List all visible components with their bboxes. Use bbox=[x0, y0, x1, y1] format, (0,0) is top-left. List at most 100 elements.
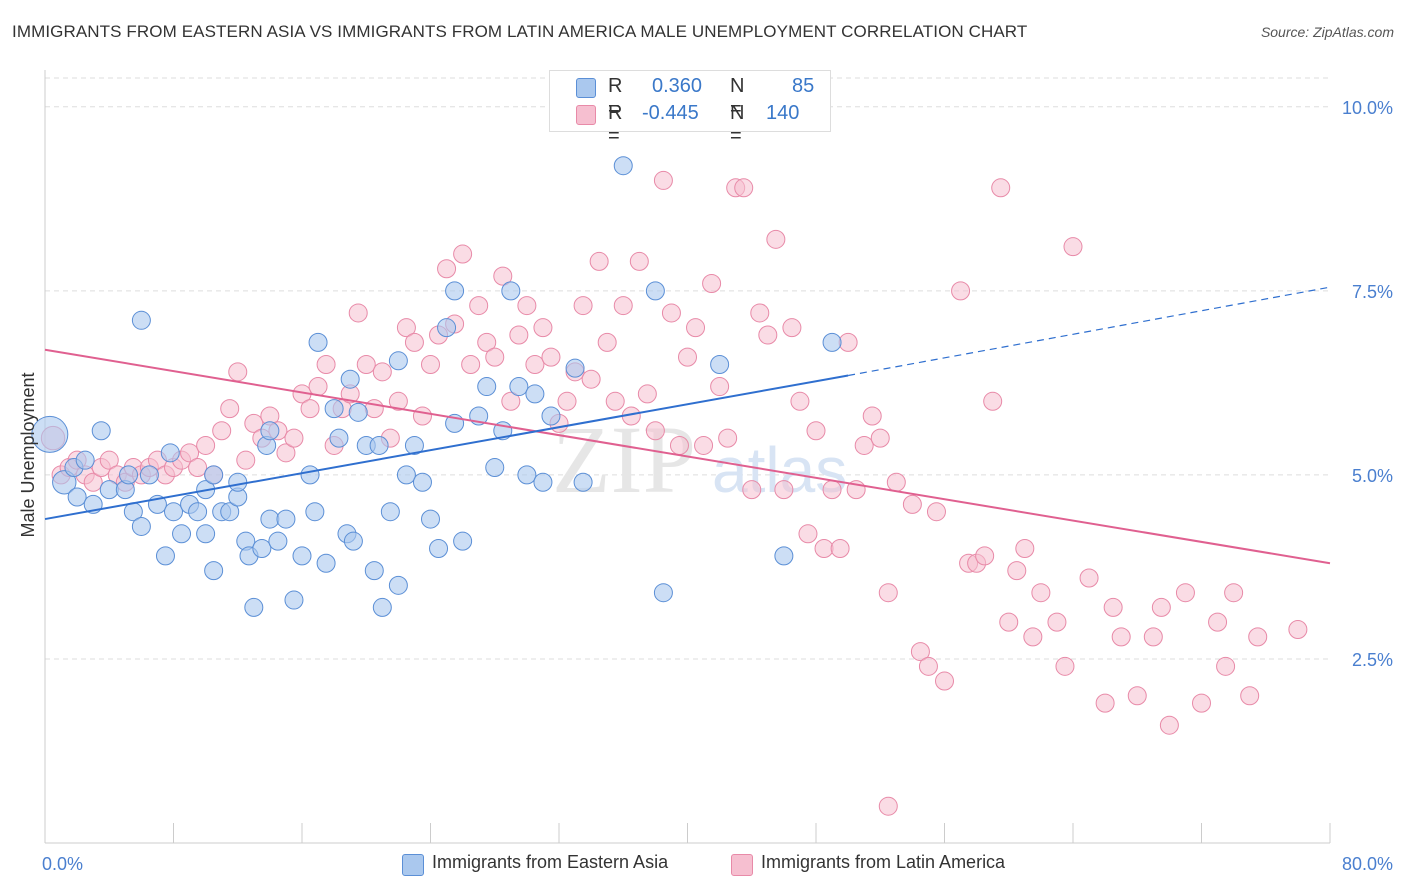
data-point-latin-america bbox=[501, 391, 521, 411]
bottom-legend-swatch-blue bbox=[402, 854, 424, 876]
data-point-latin-america bbox=[1079, 568, 1099, 588]
data-point-latin-america bbox=[694, 435, 714, 455]
data-point-latin-america bbox=[926, 502, 946, 522]
data-point-eastern-asia bbox=[372, 597, 392, 617]
legend-r-label: R = bbox=[608, 102, 623, 147]
data-point-eastern-asia bbox=[244, 597, 264, 617]
data-point-latin-america bbox=[1127, 686, 1147, 706]
data-point-eastern-asia bbox=[204, 561, 224, 581]
y-tick-label: 10.0% bbox=[1342, 98, 1393, 118]
data-point-latin-america bbox=[1103, 597, 1123, 617]
data-point-eastern-asia bbox=[340, 369, 360, 389]
data-point-eastern-asia bbox=[119, 465, 139, 485]
data-point-eastern-asia bbox=[388, 351, 408, 371]
data-point-eastern-asia bbox=[220, 502, 240, 522]
data-point-latin-america bbox=[461, 354, 481, 374]
data-point-eastern-asia bbox=[139, 465, 159, 485]
data-point-latin-america bbox=[493, 266, 513, 286]
data-point-latin-america bbox=[1159, 715, 1179, 735]
data-point-latin-america bbox=[999, 612, 1019, 632]
data-point-eastern-asia bbox=[525, 384, 545, 404]
data-point-eastern-asia bbox=[437, 318, 457, 338]
legend-n-value: 85 bbox=[792, 75, 815, 97]
data-point-eastern-asia bbox=[348, 402, 368, 422]
data-point-latin-america bbox=[975, 546, 995, 566]
data-point-latin-america bbox=[782, 318, 802, 338]
data-point-eastern-asia bbox=[412, 472, 432, 492]
data-point-latin-america bbox=[1023, 627, 1043, 647]
data-point-latin-america bbox=[653, 170, 673, 190]
data-point-latin-america bbox=[1063, 237, 1083, 257]
data-point-latin-america bbox=[404, 332, 424, 352]
data-point-latin-america bbox=[1175, 583, 1195, 603]
data-point-latin-america bbox=[581, 369, 601, 389]
data-point-eastern-asia bbox=[204, 465, 224, 485]
data-point-eastern-asia bbox=[429, 539, 449, 559]
data-point-eastern-asia bbox=[155, 546, 175, 566]
data-point-eastern-asia bbox=[369, 435, 389, 455]
data-point-latin-america bbox=[686, 318, 706, 338]
data-point-latin-america bbox=[710, 377, 730, 397]
series-eastern-asia-points bbox=[31, 97, 842, 617]
data-point-latin-america bbox=[1111, 627, 1131, 647]
data-point-latin-america bbox=[1015, 539, 1035, 559]
data-point-latin-america bbox=[951, 281, 971, 301]
data-point-latin-america bbox=[886, 472, 906, 492]
legend-r-value: -0.445 bbox=[642, 102, 699, 124]
data-point-latin-america bbox=[396, 318, 416, 338]
data-point-latin-america bbox=[814, 539, 834, 559]
data-point-eastern-asia bbox=[99, 480, 119, 500]
data-point-eastern-asia bbox=[196, 524, 216, 544]
data-point-eastern-asia bbox=[396, 465, 416, 485]
data-point-eastern-asia bbox=[276, 509, 296, 529]
data-point-eastern-asia bbox=[421, 509, 440, 529]
data-point-latin-america bbox=[1216, 656, 1236, 676]
data-point-eastern-asia bbox=[268, 531, 288, 551]
data-point-latin-america bbox=[830, 539, 850, 559]
data-point-eastern-asia bbox=[75, 450, 95, 470]
legend-r-value: 0.360 bbox=[652, 75, 703, 97]
data-point-latin-america bbox=[1143, 627, 1163, 647]
data-point-latin-america bbox=[902, 494, 922, 514]
data-point-eastern-asia bbox=[164, 502, 183, 522]
data-point-latin-america bbox=[734, 178, 754, 198]
data-point-latin-america bbox=[188, 458, 208, 478]
data-point-latin-america bbox=[412, 406, 432, 426]
source-credit: Source: ZipAtlas.com bbox=[1260, 24, 1394, 40]
correlation-legend: R = 0.360 N = 85 R = -0.445 N = 140 bbox=[549, 70, 831, 147]
data-point-latin-america bbox=[838, 332, 858, 352]
trend-line-eastern-asia-projection bbox=[848, 286, 1331, 377]
legend-swatch-pink bbox=[576, 105, 596, 125]
data-point-latin-america bbox=[774, 480, 794, 500]
data-point-latin-america bbox=[220, 399, 240, 419]
data-point-eastern-asia bbox=[160, 443, 180, 463]
data-point-eastern-asia bbox=[774, 546, 794, 566]
data-point-latin-america bbox=[557, 391, 577, 411]
data-point-latin-america bbox=[83, 472, 103, 492]
data-point-eastern-asia bbox=[533, 472, 553, 492]
data-point-latin-america bbox=[421, 354, 440, 374]
data-point-eastern-asia bbox=[324, 399, 344, 419]
data-point-latin-america bbox=[453, 244, 473, 264]
data-point-latin-america bbox=[388, 391, 408, 411]
data-point-latin-america bbox=[645, 421, 665, 441]
data-point-latin-america bbox=[372, 362, 392, 382]
data-point-eastern-asia bbox=[260, 421, 280, 441]
data-point-latin-america bbox=[854, 435, 874, 455]
data-point-eastern-asia bbox=[501, 281, 521, 301]
legend-swatch-blue bbox=[576, 78, 596, 98]
data-point-latin-america bbox=[661, 303, 681, 323]
chart-title: IMMIGRANTS FROM EASTERN ASIA VS IMMIGRAN… bbox=[12, 22, 1028, 41]
data-point-latin-america bbox=[180, 443, 200, 463]
data-point-eastern-asia bbox=[343, 531, 363, 551]
data-point-eastern-asia bbox=[91, 421, 111, 441]
data-point-latin-america bbox=[477, 332, 497, 352]
data-point-latin-america bbox=[517, 296, 537, 316]
data-point-latin-america bbox=[910, 642, 930, 662]
trend-lines bbox=[44, 286, 1331, 565]
data-point-eastern-asia bbox=[31, 415, 69, 453]
data-point-latin-america bbox=[1047, 612, 1067, 632]
data-point-latin-america bbox=[573, 296, 593, 316]
data-point-latin-america bbox=[702, 273, 722, 293]
data-point-latin-america bbox=[1288, 620, 1308, 640]
